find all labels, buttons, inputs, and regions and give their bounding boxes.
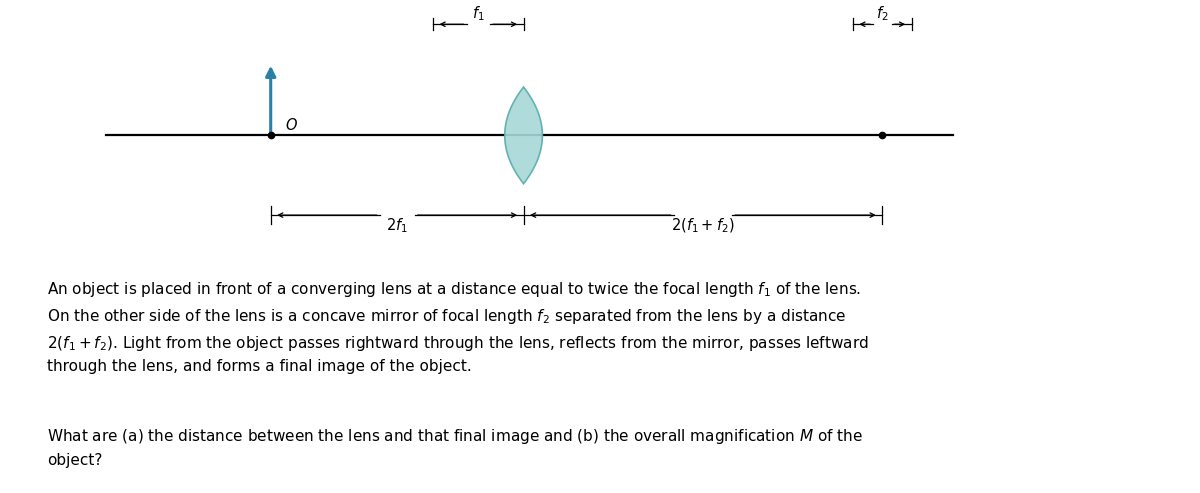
Text: What are (a) the distance between the lens and that final image and (b) the over: What are (a) the distance between the le… <box>47 427 863 468</box>
Text: $2(f_1 + f_2)$: $2(f_1 + f_2)$ <box>671 216 734 235</box>
Text: $O$: $O$ <box>284 117 298 133</box>
Text: $f_2$: $f_2$ <box>876 4 888 23</box>
Polygon shape <box>505 87 542 184</box>
Text: $f_1$: $f_1$ <box>472 4 485 23</box>
Text: $2f_1$: $2f_1$ <box>386 216 408 235</box>
Text: An object is placed in front of a converging lens at a distance equal to twice t: An object is placed in front of a conver… <box>47 281 869 374</box>
